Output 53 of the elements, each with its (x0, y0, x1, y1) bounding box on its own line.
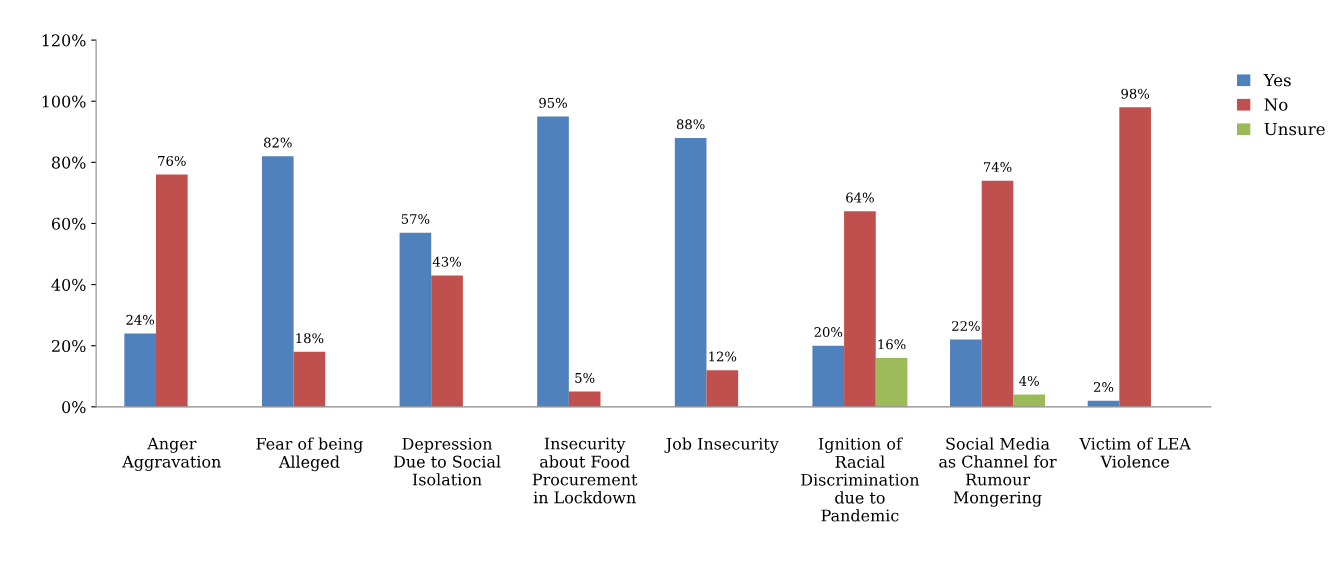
data-label: 74% (983, 162, 1012, 173)
data-label: 4% (1019, 375, 1039, 386)
x-tick-label: Victim of LEA Violence (1079, 437, 1192, 468)
bar (293, 351, 326, 407)
bar (1013, 394, 1046, 407)
data-label: 5% (575, 372, 595, 383)
bar (812, 345, 845, 407)
data-label: 16% (878, 339, 906, 350)
y-tick-label: 0% (62, 401, 86, 414)
bar (537, 116, 569, 407)
y-tick-label: 60% (51, 217, 86, 230)
data-label: 82% (264, 137, 292, 148)
legend-label: No (1264, 98, 1288, 111)
x-tick-label: Social Media as Channel for Rumour Mongering (939, 437, 1057, 507)
x-tick-label: Insecurity about Food Procurement in Lockdown (532, 437, 638, 504)
data-label: 64% (846, 192, 874, 203)
data-label: 22% (952, 320, 980, 331)
data-label: 43% (432, 256, 461, 267)
bar (981, 180, 1014, 407)
bar (261, 156, 294, 407)
bar (431, 275, 463, 407)
data-label: 24% (126, 314, 155, 325)
bar (875, 357, 908, 407)
x-tick-label: Anger Aggravation (122, 437, 221, 471)
data-label: 57% (401, 213, 430, 224)
bar (399, 232, 432, 407)
y-tick-label: 20% (51, 339, 86, 353)
bar (124, 333, 156, 407)
data-label: 18% (296, 333, 324, 344)
data-label: 88% (676, 119, 705, 130)
data-label: 95% (539, 97, 567, 108)
data-label: 2% (1093, 382, 1114, 393)
bar (674, 137, 707, 407)
data-label: 98% (1121, 88, 1150, 99)
bar (568, 391, 601, 407)
x-tick-label: Depression Due to Social Isolation (393, 437, 501, 486)
bar (706, 370, 739, 407)
bar (950, 339, 982, 407)
x-tick-label: Fear of being Alleged (256, 437, 363, 472)
bar (1119, 107, 1151, 407)
data-label: 12% (709, 351, 737, 362)
x-tick-label: Job Insecurity (664, 437, 779, 454)
data-label: 76% (158, 155, 186, 166)
y-tick-label: 80% (51, 156, 86, 169)
y-tick-label: 120% (42, 34, 86, 47)
y-tick-label: 100% (42, 95, 86, 108)
bar (155, 174, 188, 407)
bar (844, 211, 876, 407)
data-label: 20% (814, 327, 843, 338)
legend-label: Yes (1263, 73, 1291, 87)
legend-label: Unsure (1264, 122, 1325, 136)
y-tick-label: 40% (51, 278, 86, 291)
x-tick-label: Ignition of Racial Discrimination due to Pandemic (801, 437, 920, 522)
